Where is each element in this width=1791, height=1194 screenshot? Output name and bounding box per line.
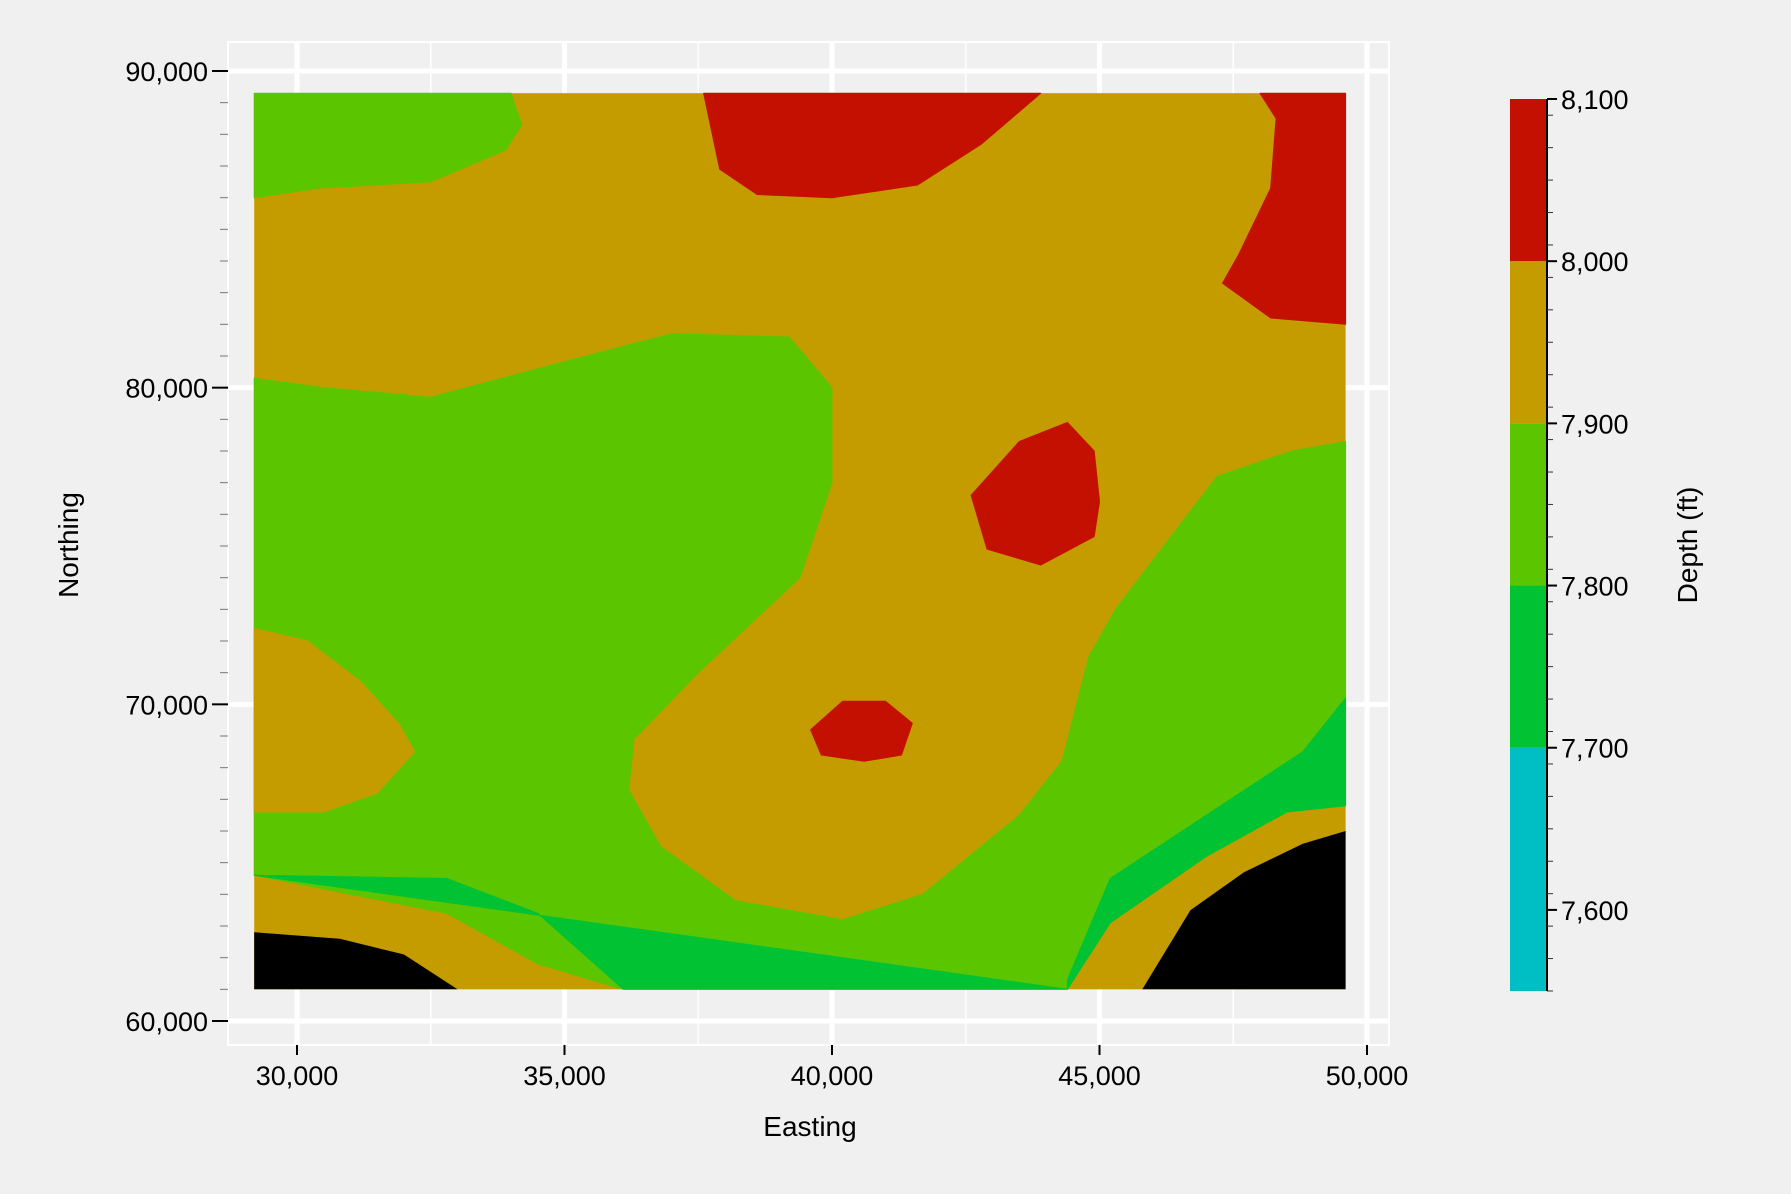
colorbar-title: Depth (ft) xyxy=(1672,487,1703,604)
y-tick-label: 80,000 xyxy=(125,374,208,404)
y-tick-label: 60,000 xyxy=(125,1007,208,1037)
colorbar-tick-label: 7,800 xyxy=(1561,572,1629,602)
x-tick-label: 50,000 xyxy=(1326,1061,1409,1091)
x-axis-title: Easting xyxy=(763,1111,856,1142)
colorbar-tick-label: 7,700 xyxy=(1561,734,1629,764)
contour-region xyxy=(703,92,1042,199)
contour-regions xyxy=(253,92,1347,990)
colorbar-tick-label: 8,100 xyxy=(1561,85,1629,115)
colorbar-tick-label: 7,600 xyxy=(1561,896,1629,926)
colorbar-swatch xyxy=(1510,99,1547,262)
contour-region xyxy=(1222,92,1347,325)
colorbar-swatch xyxy=(1510,585,1547,748)
x-tick-label: 40,000 xyxy=(791,1061,874,1091)
contour-region xyxy=(253,627,416,813)
y-tick-label: 90,000 xyxy=(125,57,208,87)
x-tick-label: 45,000 xyxy=(1058,1061,1141,1091)
colorbar-swatch xyxy=(1510,747,1547,991)
colorbar-tick-label: 7,900 xyxy=(1561,409,1629,439)
colorbar-swatch xyxy=(1510,423,1547,586)
x-tick-label: 35,000 xyxy=(523,1061,606,1091)
x-tick-label: 30,000 xyxy=(256,1061,339,1091)
colorbar: 8,100 8,000 7,900 7,800 7,700 7,600 xyxy=(1510,85,1629,992)
contour-region xyxy=(1142,831,1346,990)
y-tick-label: 70,000 xyxy=(125,690,208,720)
y-axis-title: Northing xyxy=(53,492,84,598)
colorbar-swatch xyxy=(1510,261,1547,424)
contour-region xyxy=(810,700,913,762)
contour-region xyxy=(253,92,523,199)
contour-region xyxy=(253,697,1347,990)
axes: 60,000 70,000 80,000 90,000 30,000 35,000 40,0… xyxy=(125,57,1408,1091)
contour-region xyxy=(970,422,1100,566)
plot-frame xyxy=(227,41,1390,1046)
contour-region xyxy=(254,932,458,990)
colorbar-tick-label: 8,000 xyxy=(1561,247,1629,277)
